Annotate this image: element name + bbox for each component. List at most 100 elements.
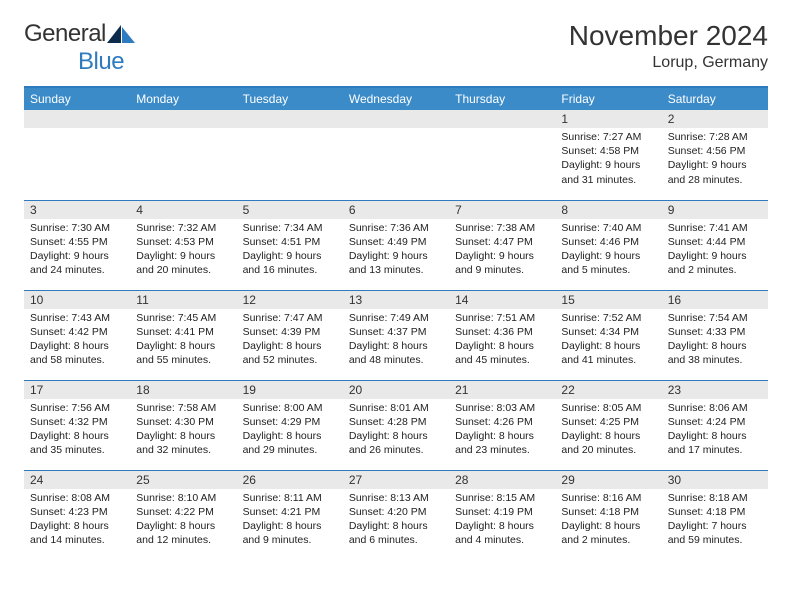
calendar-cell: 30Sunrise: 8:18 AMSunset: 4:18 PMDayligh… bbox=[662, 470, 768, 560]
calendar-cell: 10Sunrise: 7:43 AMSunset: 4:42 PMDayligh… bbox=[24, 290, 130, 380]
logo: GeneralBlue bbox=[24, 20, 135, 76]
calendar-cell: 29Sunrise: 8:16 AMSunset: 4:18 PMDayligh… bbox=[555, 470, 661, 560]
calendar-cell: 21Sunrise: 8:03 AMSunset: 4:26 PMDayligh… bbox=[449, 380, 555, 470]
day-number: 25 bbox=[130, 471, 236, 489]
calendar-cell: 26Sunrise: 8:11 AMSunset: 4:21 PMDayligh… bbox=[237, 470, 343, 560]
calendar-cell: 14Sunrise: 7:51 AMSunset: 4:36 PMDayligh… bbox=[449, 290, 555, 380]
calendar-cell: 20Sunrise: 8:01 AMSunset: 4:28 PMDayligh… bbox=[343, 380, 449, 470]
day-number bbox=[24, 110, 130, 128]
day-details: Sunrise: 7:34 AMSunset: 4:51 PMDaylight:… bbox=[237, 219, 343, 282]
calendar-cell bbox=[449, 110, 555, 200]
calendar-cell bbox=[24, 110, 130, 200]
logo-text: GeneralBlue bbox=[24, 20, 135, 76]
day-number: 2 bbox=[662, 110, 768, 128]
calendar-week: 1Sunrise: 7:27 AMSunset: 4:58 PMDaylight… bbox=[24, 110, 768, 200]
day-details: Sunrise: 7:49 AMSunset: 4:37 PMDaylight:… bbox=[343, 309, 449, 372]
day-number: 5 bbox=[237, 201, 343, 219]
day-details: Sunrise: 7:41 AMSunset: 4:44 PMDaylight:… bbox=[662, 219, 768, 282]
day-details: Sunrise: 8:16 AMSunset: 4:18 PMDaylight:… bbox=[555, 489, 661, 552]
day-number: 26 bbox=[237, 471, 343, 489]
calendar-cell bbox=[130, 110, 236, 200]
day-details: Sunrise: 8:10 AMSunset: 4:22 PMDaylight:… bbox=[130, 489, 236, 552]
day-number bbox=[237, 110, 343, 128]
calendar-cell: 12Sunrise: 7:47 AMSunset: 4:39 PMDayligh… bbox=[237, 290, 343, 380]
day-number: 30 bbox=[662, 471, 768, 489]
day-number: 13 bbox=[343, 291, 449, 309]
day-details: Sunrise: 7:54 AMSunset: 4:33 PMDaylight:… bbox=[662, 309, 768, 372]
day-number: 3 bbox=[24, 201, 130, 219]
weekday-header: Saturday bbox=[662, 88, 768, 110]
calendar-cell: 7Sunrise: 7:38 AMSunset: 4:47 PMDaylight… bbox=[449, 200, 555, 290]
day-number: 12 bbox=[237, 291, 343, 309]
sail-icon bbox=[107, 22, 135, 40]
title-block: November 2024 Lorup, Germany bbox=[569, 20, 768, 72]
day-details: Sunrise: 7:36 AMSunset: 4:49 PMDaylight:… bbox=[343, 219, 449, 282]
day-number: 11 bbox=[130, 291, 236, 309]
day-details: Sunrise: 8:05 AMSunset: 4:25 PMDaylight:… bbox=[555, 399, 661, 462]
day-number: 29 bbox=[555, 471, 661, 489]
day-number: 22 bbox=[555, 381, 661, 399]
calendar-week: 10Sunrise: 7:43 AMSunset: 4:42 PMDayligh… bbox=[24, 290, 768, 380]
day-details: Sunrise: 8:11 AMSunset: 4:21 PMDaylight:… bbox=[237, 489, 343, 552]
day-details: Sunrise: 7:52 AMSunset: 4:34 PMDaylight:… bbox=[555, 309, 661, 372]
day-number: 14 bbox=[449, 291, 555, 309]
day-number bbox=[449, 110, 555, 128]
day-number: 16 bbox=[662, 291, 768, 309]
day-details: Sunrise: 8:13 AMSunset: 4:20 PMDaylight:… bbox=[343, 489, 449, 552]
calendar-cell: 11Sunrise: 7:45 AMSunset: 4:41 PMDayligh… bbox=[130, 290, 236, 380]
day-number: 20 bbox=[343, 381, 449, 399]
calendar-cell: 2Sunrise: 7:28 AMSunset: 4:56 PMDaylight… bbox=[662, 110, 768, 200]
day-number bbox=[343, 110, 449, 128]
weekday-header: Tuesday bbox=[237, 88, 343, 110]
day-number: 6 bbox=[343, 201, 449, 219]
day-number: 9 bbox=[662, 201, 768, 219]
day-number: 27 bbox=[343, 471, 449, 489]
calendar-cell: 27Sunrise: 8:13 AMSunset: 4:20 PMDayligh… bbox=[343, 470, 449, 560]
calendar-head: SundayMondayTuesdayWednesdayThursdayFrid… bbox=[24, 88, 768, 110]
calendar-cell: 17Sunrise: 7:56 AMSunset: 4:32 PMDayligh… bbox=[24, 380, 130, 470]
calendar-cell: 16Sunrise: 7:54 AMSunset: 4:33 PMDayligh… bbox=[662, 290, 768, 380]
calendar-cell: 23Sunrise: 8:06 AMSunset: 4:24 PMDayligh… bbox=[662, 380, 768, 470]
day-details: Sunrise: 8:18 AMSunset: 4:18 PMDaylight:… bbox=[662, 489, 768, 552]
calendar-table: SundayMondayTuesdayWednesdayThursdayFrid… bbox=[24, 88, 768, 560]
day-number: 15 bbox=[555, 291, 661, 309]
calendar-cell bbox=[237, 110, 343, 200]
day-details: Sunrise: 8:01 AMSunset: 4:28 PMDaylight:… bbox=[343, 399, 449, 462]
day-number: 8 bbox=[555, 201, 661, 219]
month-title: November 2024 bbox=[569, 20, 768, 52]
day-number: 17 bbox=[24, 381, 130, 399]
weekday-header: Sunday bbox=[24, 88, 130, 110]
day-number: 24 bbox=[24, 471, 130, 489]
calendar-week: 24Sunrise: 8:08 AMSunset: 4:23 PMDayligh… bbox=[24, 470, 768, 560]
day-number: 10 bbox=[24, 291, 130, 309]
day-details: Sunrise: 7:58 AMSunset: 4:30 PMDaylight:… bbox=[130, 399, 236, 462]
location: Lorup, Germany bbox=[569, 54, 768, 72]
day-details: Sunrise: 7:30 AMSunset: 4:55 PMDaylight:… bbox=[24, 219, 130, 282]
calendar-week: 3Sunrise: 7:30 AMSunset: 4:55 PMDaylight… bbox=[24, 200, 768, 290]
day-details: Sunrise: 8:00 AMSunset: 4:29 PMDaylight:… bbox=[237, 399, 343, 462]
calendar-cell: 6Sunrise: 7:36 AMSunset: 4:49 PMDaylight… bbox=[343, 200, 449, 290]
weekday-header: Wednesday bbox=[343, 88, 449, 110]
calendar-week: 17Sunrise: 7:56 AMSunset: 4:32 PMDayligh… bbox=[24, 380, 768, 470]
weekday-header: Friday bbox=[555, 88, 661, 110]
day-number: 28 bbox=[449, 471, 555, 489]
calendar-cell: 19Sunrise: 8:00 AMSunset: 4:29 PMDayligh… bbox=[237, 380, 343, 470]
day-number: 7 bbox=[449, 201, 555, 219]
day-number: 1 bbox=[555, 110, 661, 128]
day-details: Sunrise: 7:43 AMSunset: 4:42 PMDaylight:… bbox=[24, 309, 130, 372]
day-number: 23 bbox=[662, 381, 768, 399]
day-details: Sunrise: 7:56 AMSunset: 4:32 PMDaylight:… bbox=[24, 399, 130, 462]
calendar-cell: 28Sunrise: 8:15 AMSunset: 4:19 PMDayligh… bbox=[449, 470, 555, 560]
calendar-cell: 25Sunrise: 8:10 AMSunset: 4:22 PMDayligh… bbox=[130, 470, 236, 560]
calendar-cell: 24Sunrise: 8:08 AMSunset: 4:23 PMDayligh… bbox=[24, 470, 130, 560]
calendar-body: 1Sunrise: 7:27 AMSunset: 4:58 PMDaylight… bbox=[24, 110, 768, 560]
calendar-cell: 1Sunrise: 7:27 AMSunset: 4:58 PMDaylight… bbox=[555, 110, 661, 200]
day-number: 21 bbox=[449, 381, 555, 399]
calendar-cell: 5Sunrise: 7:34 AMSunset: 4:51 PMDaylight… bbox=[237, 200, 343, 290]
calendar-cell: 8Sunrise: 7:40 AMSunset: 4:46 PMDaylight… bbox=[555, 200, 661, 290]
logo-word-2: Blue bbox=[78, 48, 124, 75]
day-number: 18 bbox=[130, 381, 236, 399]
day-details: Sunrise: 8:08 AMSunset: 4:23 PMDaylight:… bbox=[24, 489, 130, 552]
calendar-cell: 15Sunrise: 7:52 AMSunset: 4:34 PMDayligh… bbox=[555, 290, 661, 380]
day-details: Sunrise: 7:27 AMSunset: 4:58 PMDaylight:… bbox=[555, 128, 661, 191]
